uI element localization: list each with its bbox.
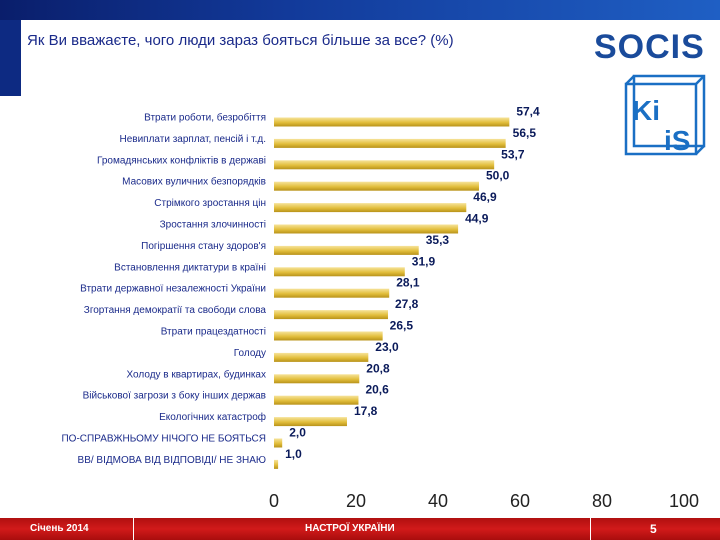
bar <box>274 267 405 277</box>
data-label: 28,1 <box>396 276 420 290</box>
socis-logo-text: SOCIS <box>594 28 705 66</box>
slide-title: Як Ви вважаєте, чого люди зараз бояться … <box>27 32 454 49</box>
footer-divider <box>133 518 134 540</box>
category-label: ПО-СПРАВЖНЬОМУ НІЧОГО НЕ БОЯТЬСЯ <box>61 434 266 445</box>
bar <box>274 117 510 127</box>
data-label: 57,4 <box>516 105 540 119</box>
data-label: 2,0 <box>289 426 306 440</box>
category-label: ВВ/ ВІДМОВА ВІД ВІДПОВІДІ/ НЕ ЗНАЮ <box>78 455 266 466</box>
category-label: Масових вуличних безпорядків <box>122 176 266 188</box>
data-label: 35,3 <box>426 233 450 247</box>
category-label: Погіршення стану здоров'я <box>141 241 266 252</box>
category-label: Екологічних катастроф <box>159 411 266 423</box>
category-label: Втрати роботи, безробіття <box>144 112 266 124</box>
page-number: 5 <box>650 522 657 536</box>
data-label: 56,5 <box>513 126 537 140</box>
bar <box>274 352 369 362</box>
category-label: Невиплати зарплат, пенсій і т.д. <box>120 134 267 145</box>
data-label: 20,8 <box>366 361 390 375</box>
data-label: 23,0 <box>375 340 399 354</box>
footer-title: НАСТРОЇ УКРАЇНИ <box>305 523 395 534</box>
data-label: 31,9 <box>412 254 436 268</box>
data-label: 27,8 <box>395 297 419 311</box>
data-label: 46,9 <box>473 190 497 204</box>
data-label: 17,8 <box>354 404 378 418</box>
data-label: 1,0 <box>285 447 302 461</box>
footer-date: Січень 2014 <box>30 523 89 534</box>
bar <box>274 160 495 170</box>
x-tick-label: 60 <box>510 491 530 511</box>
data-label: 26,5 <box>390 319 414 333</box>
top-banner <box>0 0 720 20</box>
category-label: Зростання злочинності <box>160 220 266 231</box>
bar <box>274 310 388 320</box>
bar <box>274 138 506 148</box>
category-label: Згортання демократії та свободи слова <box>84 304 267 316</box>
bar <box>274 459 279 469</box>
category-label: Холоду в квартирах, будинках <box>127 368 267 380</box>
left-accent-bar <box>0 20 21 96</box>
data-label: 50,0 <box>486 169 510 183</box>
category-label: Громадянських конфліктів в державі <box>97 154 266 166</box>
kiis-logo-right: iS <box>664 125 690 156</box>
bar <box>274 438 283 448</box>
bar <box>274 224 459 234</box>
category-label: Втрати державної незалежності України <box>80 284 266 295</box>
footer-divider <box>590 518 591 540</box>
category-label: Встановлення диктатури в країні <box>114 262 266 273</box>
bar <box>274 203 467 213</box>
data-label: 53,7 <box>501 147 525 161</box>
bar <box>274 331 383 341</box>
category-label: Військової загрози з боку інших держав <box>83 390 266 402</box>
category-label: Втрати працездатності <box>161 327 266 338</box>
kiis-logo-left: Ki <box>632 95 660 126</box>
socis-logo: SOCIS <box>594 28 705 66</box>
bar <box>274 181 479 191</box>
bar <box>274 245 419 255</box>
x-tick-label: 40 <box>428 491 448 511</box>
bar <box>274 395 359 405</box>
category-label: Голоду <box>234 348 266 359</box>
x-tick-label: 20 <box>346 491 366 511</box>
x-tick-label: 100 <box>669 491 699 511</box>
footer-bar: Січень 2014 НАСТРОЇ УКРАЇНИ 5 <box>0 518 720 540</box>
bar <box>274 374 360 384</box>
x-tick-label: 80 <box>592 491 612 511</box>
data-label: 20,6 <box>365 383 389 397</box>
bar <box>274 417 347 427</box>
bar-chart: Втрати роботи, безробіття 57,4 Невиплати з… <box>61 105 699 512</box>
kiis-logo: Ki iS <box>624 74 706 156</box>
category-label: Стрімкого зростання цін <box>154 198 266 209</box>
data-label: 44,9 <box>465 212 489 226</box>
bar <box>274 288 390 298</box>
kiis-logo-frame <box>624 82 698 156</box>
x-tick-label: 0 <box>269 491 279 511</box>
